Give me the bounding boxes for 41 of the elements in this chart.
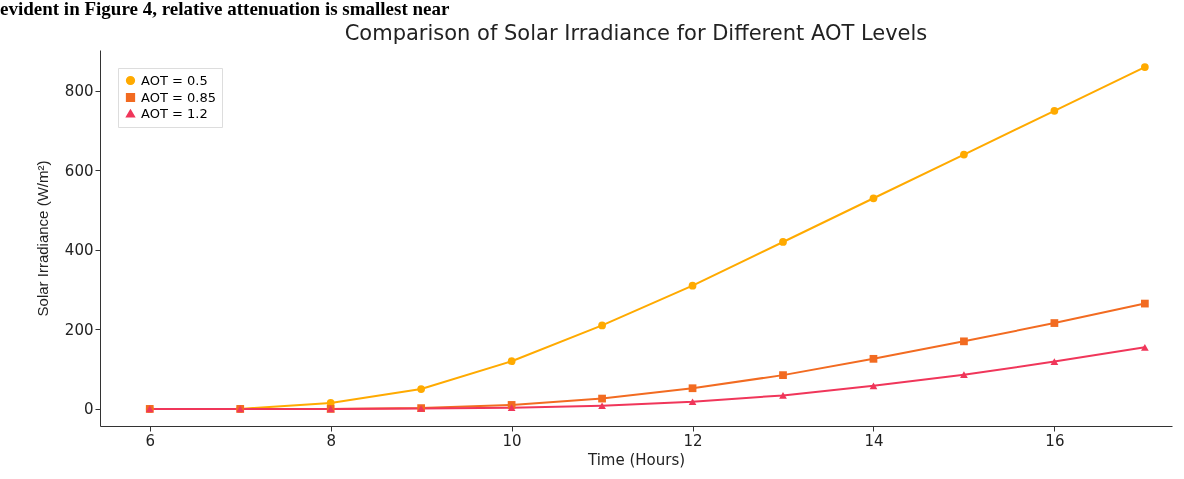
x-tick-label: 16 bbox=[1045, 431, 1065, 450]
point bbox=[598, 394, 606, 403]
y-tick-label: 600 bbox=[64, 161, 94, 180]
point bbox=[869, 194, 878, 203]
point bbox=[779, 238, 787, 246]
point bbox=[507, 357, 516, 366]
legend-label: AOT = 0.5 bbox=[141, 72, 208, 88]
point bbox=[1050, 106, 1059, 115]
y-tick-label: 200 bbox=[64, 320, 94, 339]
point bbox=[1140, 299, 1149, 308]
y-tick-label: 800 bbox=[64, 82, 94, 101]
point bbox=[417, 385, 426, 393]
y-tick-label: 400 bbox=[64, 241, 94, 260]
x-tick-label: 10 bbox=[502, 431, 522, 450]
point bbox=[1140, 343, 1149, 351]
x-tick-label: 8 bbox=[326, 431, 336, 450]
y-axis-title: Solar Irradiance (W/m²) bbox=[33, 160, 51, 317]
point bbox=[960, 337, 968, 346]
legend-label: AOT = 0.85 bbox=[141, 89, 216, 105]
chart-title: Comparison of Solar Irradiance for Different AOT Levels bbox=[344, 21, 928, 45]
text: evident in Figure 4, relative attenuation is smallest near bbox=[0, 0, 451, 19]
x-tick-label: 6 bbox=[145, 431, 156, 450]
point bbox=[1140, 63, 1149, 71]
point bbox=[688, 281, 697, 290]
point bbox=[779, 371, 787, 379]
point bbox=[779, 392, 787, 399]
point bbox=[960, 371, 968, 379]
point bbox=[688, 398, 697, 406]
point bbox=[1050, 319, 1059, 327]
point bbox=[869, 382, 878, 390]
legend-label: AOT = 1.2 bbox=[141, 105, 208, 121]
point bbox=[598, 402, 606, 410]
point bbox=[598, 321, 606, 330]
point bbox=[960, 150, 968, 159]
point bbox=[688, 384, 697, 393]
x-axis-title: Time (Hours) bbox=[586, 450, 686, 469]
point bbox=[869, 354, 878, 363]
x-tick-label: 14 bbox=[864, 431, 884, 450]
point bbox=[1050, 358, 1059, 365]
x-tick-label: 12 bbox=[683, 431, 703, 450]
y-tick-label: 0 bbox=[83, 400, 94, 419]
